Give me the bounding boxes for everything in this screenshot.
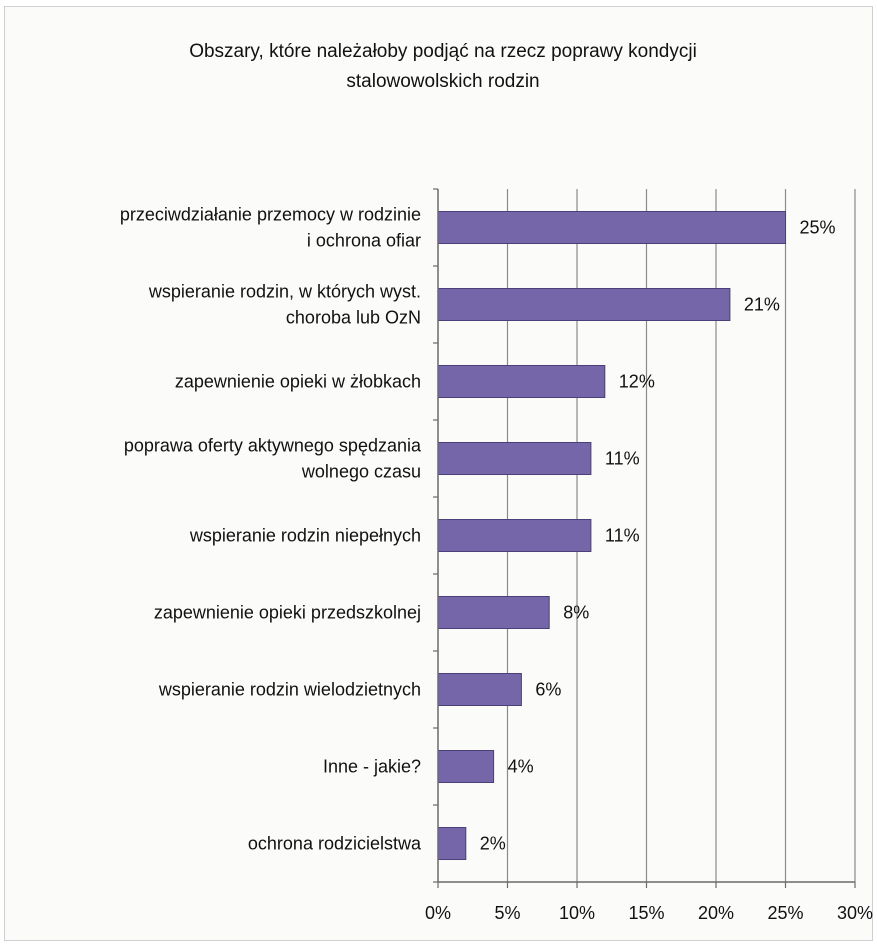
category-label: zapewnienie opieki w żłobkach [175,372,421,392]
bar [437,442,592,475]
category-label: wspieranie rodzin wielodzietnych [158,680,421,700]
value-label: 8% [563,603,589,623]
x-tick-label: 15% [628,903,664,923]
bar [437,211,786,244]
category-label: choroba lub OzN [286,308,421,328]
value-label: 2% [480,834,506,854]
chart-frame: Obszary, które należałoby podjąć na rzec… [4,6,873,941]
x-tick-label: 10% [559,903,595,923]
category-label: wolnego czasu [301,462,421,482]
category-label: wspieranie rodzin, w których wyst. [148,282,421,302]
x-tick-label: 20% [698,903,734,923]
value-label: 11% [605,449,640,469]
bar [437,519,592,552]
x-tick-label: 0% [425,903,451,923]
x-tick-label: 5% [494,903,520,923]
category-label: przeciwdziałanie przemocy w rodzinie [120,205,421,225]
value-label: 25% [800,218,836,238]
value-label: 21% [744,295,780,315]
bar [437,673,522,706]
x-tick-label: 30% [837,903,873,923]
bar [437,365,606,398]
category-label: ochrona rodzicielstwa [248,834,422,854]
value-label: 11% [605,526,640,546]
bar-chart: Obszary, które należałoby podjąć na rzec… [120,41,873,923]
category-label: wspieranie rodzin niepełnych [189,526,421,546]
category-label: zapewnienie opieki przedszkolnej [154,603,421,623]
x-tick-label: 25% [767,903,803,923]
value-label: 6% [535,680,561,700]
category-label: i ochrona ofiar [307,231,421,251]
bars [437,211,786,860]
category-labels: przeciwdziałanie przemocy w rodzinie i oc… [120,205,422,854]
value-label: 4% [508,757,534,777]
chart-title: Obszary, które należałoby podjąć na rzec… [189,41,697,92]
x-tick-labels: 0% 5% 10% 15% 20% 25% 30% [425,903,873,923]
value-labels: 25% 21% 12% 11% 11% 8% 6% 4% 2% [480,218,836,854]
bar [437,750,495,783]
axes [433,188,856,888]
bar [437,288,731,321]
chart-title-line: stalowowolskich rodzin [346,71,539,92]
value-label: 12% [619,372,655,392]
bar [437,827,467,860]
chart-title-line: Obszary, które należałoby podjąć na rzec… [189,41,697,62]
category-label: poprawa oferty aktywnego spędzania [124,436,422,456]
bar [437,596,550,629]
category-label: Inne - jakie? [323,757,421,777]
